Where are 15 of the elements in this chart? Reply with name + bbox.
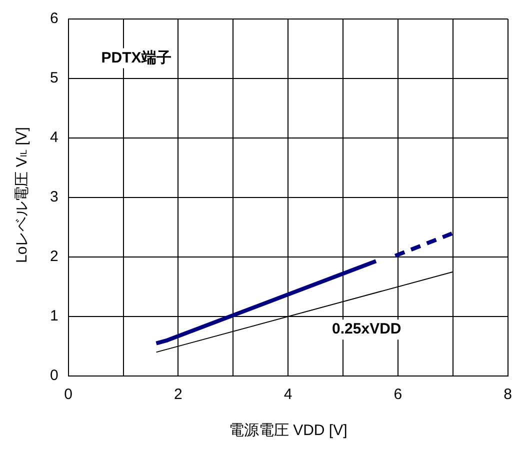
x-axis-title: 電源電圧 VDD [V] bbox=[228, 422, 348, 440]
y-tick-label: 0 bbox=[50, 367, 58, 384]
x-tick-label: 8 bbox=[504, 386, 512, 404]
y-tick-label: 2 bbox=[50, 248, 58, 266]
y-tick-label: 5 bbox=[50, 70, 58, 87]
y-tick-label: 4 bbox=[50, 129, 58, 146]
annotation: 0.25xVDD bbox=[332, 320, 402, 338]
x-tick-label: 0 bbox=[64, 386, 73, 404]
x-tick-label: 6 bbox=[394, 386, 402, 404]
y-tick-label: 6 bbox=[50, 10, 58, 28]
y-tick-label: 1 bbox=[50, 308, 58, 325]
y-tick-label: 3 bbox=[50, 188, 58, 206]
x-tick-label: 4 bbox=[284, 386, 292, 404]
x-tick-label: 2 bbox=[174, 386, 182, 404]
annotation: PDTX端子 bbox=[101, 49, 172, 66]
